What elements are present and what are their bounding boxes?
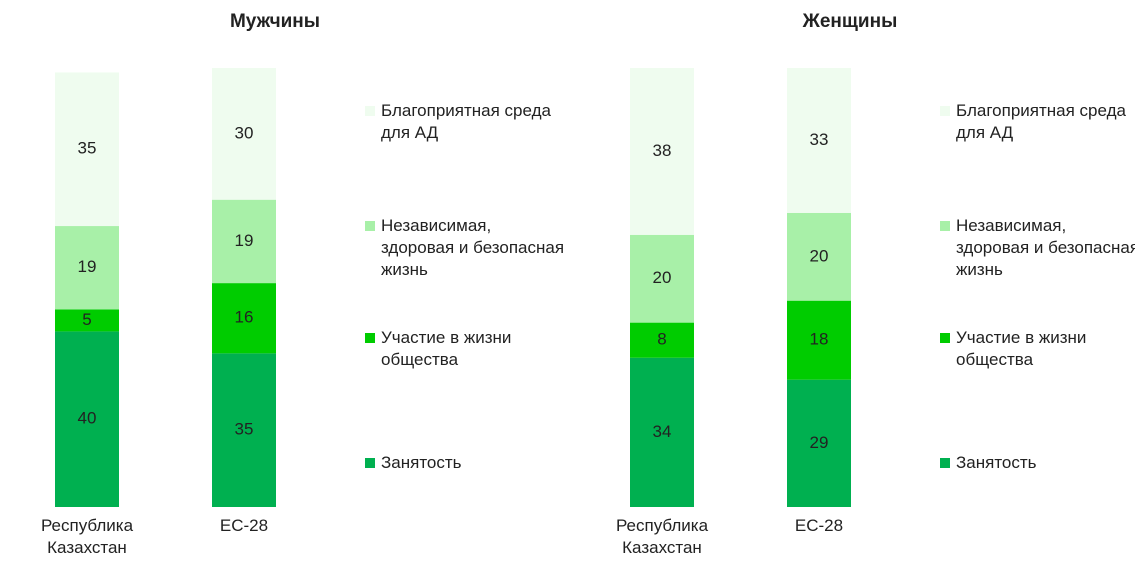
data-label: 35: [235, 420, 254, 439]
data-label: 20: [653, 268, 672, 287]
legend-label: Участие в жизни общества: [956, 328, 1087, 369]
bar-segment: [630, 234, 694, 323]
legend-item: Участие в жизни общества: [365, 327, 566, 371]
legend-swatch: [940, 458, 950, 468]
legend-label: Независимая, здоровая и безопасная жизнь: [381, 216, 565, 279]
legend-item: Благоприятная среда для АД: [365, 100, 566, 144]
legend-swatch: [365, 458, 375, 468]
bar-segment: [630, 357, 694, 507]
chart-title: Мужчины: [230, 11, 320, 32]
bar-segment: [212, 283, 276, 354]
x-tick-label: ЕС-28: [794, 516, 844, 535]
legend-swatch: [940, 106, 950, 116]
x-tick-label: Республика Казахстан: [615, 516, 709, 557]
data-label: 19: [78, 257, 97, 276]
data-label: 33: [810, 130, 829, 149]
bar-segment: [787, 212, 851, 301]
legend-item: Участие в жизни общества: [940, 327, 1135, 371]
bar-segment: [212, 353, 276, 507]
legend-swatch: [940, 333, 950, 343]
bar-segment: [787, 300, 851, 380]
legend-label: Благоприятная среда для АД: [956, 101, 1126, 142]
bar-segment: [55, 226, 119, 310]
data-label: 35: [78, 139, 97, 158]
bar-segment: [55, 331, 119, 507]
legend-label: Занятость: [381, 453, 462, 472]
legend-swatch: [365, 221, 375, 231]
legend-item: Независимая, здоровая и безопасная жизнь: [940, 215, 1135, 281]
data-label: 18: [810, 330, 829, 349]
data-label: 40: [78, 409, 97, 428]
bar-segment: [212, 199, 276, 284]
legend-label: Участие в жизни общества: [381, 328, 512, 369]
legend-item: Занятость: [940, 452, 1135, 474]
data-label: 38: [653, 141, 672, 160]
data-label: 8: [657, 330, 666, 349]
data-label: 29: [810, 433, 829, 452]
chart-title: Женщины: [802, 11, 898, 32]
bar-segment: [630, 322, 694, 358]
bar-segment: [55, 72, 119, 227]
x-tick-label: ЕС-28: [219, 516, 269, 535]
bar-segment: [787, 68, 851, 213]
data-label: 20: [810, 246, 829, 265]
legend-swatch: [365, 333, 375, 343]
x-tick-label: Республика Казахстан: [40, 516, 134, 557]
data-label: 34: [653, 422, 672, 441]
bar-segment: [212, 68, 276, 200]
bar-segment: [630, 68, 694, 235]
data-label: 30: [235, 123, 254, 142]
legend-swatch: [365, 106, 375, 116]
data-label: 16: [235, 308, 254, 327]
bar-segment: [55, 309, 119, 332]
legend-label: Независимая, здоровая и безопасная жизнь: [956, 216, 1135, 279]
legend-label: Занятость: [956, 453, 1037, 472]
legend-item: Занятость: [365, 452, 566, 474]
legend-swatch: [940, 221, 950, 231]
legend-item: Благоприятная среда для АД: [940, 100, 1135, 144]
legend-label: Благоприятная среда для АД: [381, 101, 551, 142]
legend-item: Независимая, здоровая и безопасная жизнь: [365, 215, 566, 281]
data-label: 19: [235, 231, 254, 250]
data-label: 5: [82, 310, 91, 329]
bar-segment: [787, 379, 851, 507]
